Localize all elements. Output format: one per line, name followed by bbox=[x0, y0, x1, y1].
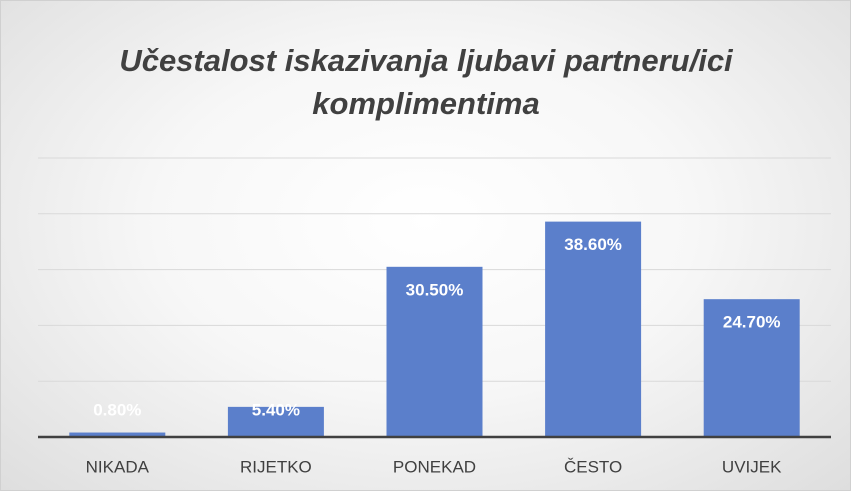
x-tick-label: ČESTO bbox=[564, 457, 622, 476]
data-label: 38.60% bbox=[564, 235, 622, 254]
bar bbox=[545, 221, 642, 437]
x-tick-label: PONEKAD bbox=[393, 457, 476, 476]
bar bbox=[386, 266, 483, 437]
bar bbox=[703, 299, 800, 437]
x-tick-label: UVIJEK bbox=[722, 457, 782, 476]
chart-title: Učestalost iskazivanja ljubavi partneru/… bbox=[119, 43, 733, 121]
bar bbox=[227, 406, 324, 437]
data-label: 30.50% bbox=[406, 280, 464, 299]
x-tick-label: RIJETKO bbox=[240, 457, 312, 476]
data-label: 24.70% bbox=[723, 313, 781, 332]
data-label: 5.40% bbox=[252, 400, 300, 419]
x-tick-label: NIKADA bbox=[86, 457, 150, 476]
bar bbox=[69, 432, 166, 437]
data-label: 0.80% bbox=[93, 400, 141, 419]
